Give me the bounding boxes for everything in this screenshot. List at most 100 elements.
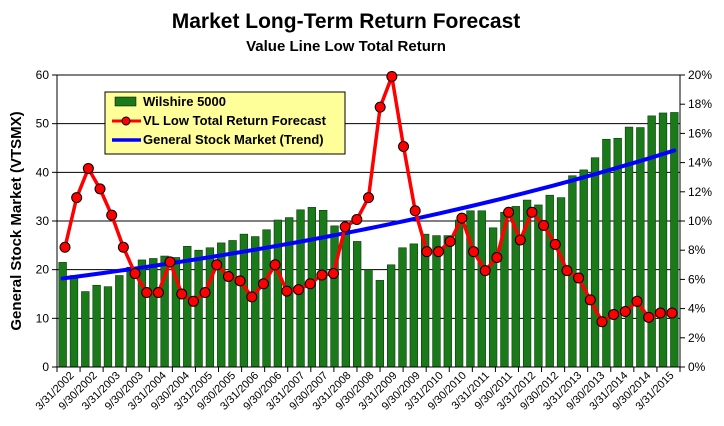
vl-forecast-point — [234, 275, 246, 287]
bar — [273, 219, 283, 368]
vl-forecast-point — [596, 316, 608, 328]
vl-forecast-point — [141, 287, 153, 299]
bar — [228, 240, 237, 368]
right-tick-label: 18% — [688, 97, 712, 111]
bar — [590, 157, 600, 368]
left-tick-label: 0 — [42, 360, 49, 374]
vl-forecast-point — [164, 256, 176, 268]
bar — [330, 225, 339, 368]
bar — [183, 246, 192, 368]
bar — [613, 137, 622, 368]
vl-forecast-point — [421, 246, 433, 258]
bar — [341, 229, 350, 368]
bar — [149, 258, 158, 368]
vl-forecast-point — [327, 268, 339, 280]
vl-forecast-point — [491, 252, 503, 263]
legend: Wilshire 5000 VL Low Total Return Foreca… — [104, 91, 346, 155]
trend-line-series — [60, 148, 677, 281]
vl-forecast-point — [257, 278, 269, 290]
left-tick-label: 50 — [36, 117, 50, 131]
bar — [556, 197, 566, 368]
vl-forecast-point — [152, 287, 164, 299]
vl-forecast-series — [59, 70, 678, 328]
left-tick-label: 40 — [36, 165, 50, 179]
vl-forecast-point — [106, 209, 118, 221]
right-tick-label: 2% — [688, 331, 706, 345]
bar — [115, 275, 124, 368]
bar — [545, 194, 554, 368]
vl-forecast-point — [503, 206, 515, 218]
vl-forecast-point — [654, 307, 666, 319]
bar — [103, 286, 113, 368]
right-tick-label: 12% — [688, 185, 712, 199]
vl-forecast-point — [619, 306, 631, 318]
chart-subtitle: Value Line Low Total Return — [246, 38, 446, 55]
bar — [647, 115, 656, 368]
vl-forecast-point — [187, 295, 199, 307]
vl-forecast-point — [304, 278, 316, 290]
bar — [319, 209, 328, 368]
vl-forecast-point — [386, 70, 398, 82]
right-tick-label: 14% — [688, 156, 712, 170]
vl-forecast-point — [129, 268, 141, 280]
vl-forecast-point — [281, 285, 293, 297]
bar — [81, 291, 90, 368]
vl-forecast-point — [584, 294, 596, 306]
vl-forecast-point — [608, 308, 620, 320]
vl-forecast-point — [526, 206, 538, 218]
legend-label-vl: VL Low Total Return Forecast — [143, 113, 327, 128]
bar — [409, 243, 418, 368]
vl-forecast-point — [246, 291, 258, 303]
vl-forecast-point — [59, 241, 71, 253]
right-tick-label: 10% — [688, 214, 712, 228]
vl-forecast-point — [222, 270, 234, 282]
right-tick-label: 20% — [688, 68, 712, 82]
vl-forecast-point — [479, 265, 491, 277]
left-tick-label: 20 — [36, 263, 50, 277]
right-axis-ticks: 0% 2% 4% 6% 8% 10% 12% 14% 16% 18% 20% — [680, 68, 712, 374]
vl-forecast-point — [176, 288, 188, 300]
vl-forecast-point — [456, 212, 468, 224]
bar — [262, 229, 271, 368]
vl-forecast-point — [199, 287, 211, 299]
vl-forecast-point — [444, 235, 456, 247]
bar — [579, 169, 588, 368]
vl-forecast-point — [363, 192, 374, 204]
chart-title: Market Long-Term Return Forecast — [172, 10, 521, 33]
right-tick-label: 6% — [688, 272, 706, 286]
left-tick-label: 10 — [36, 311, 50, 325]
bar — [386, 264, 396, 368]
bar — [239, 233, 249, 368]
vl-forecast-point — [71, 192, 83, 204]
right-tick-label: 0% — [688, 360, 706, 374]
vl-forecast-point — [666, 307, 678, 319]
trend-line — [60, 148, 677, 281]
legend-label-wilshire: Wilshire 5000 — [143, 94, 226, 109]
left-tick-label: 30 — [36, 214, 50, 228]
vl-forecast-point — [351, 214, 363, 226]
y-axis-label: General Stock Market (VTSMX) — [8, 111, 25, 330]
bar — [488, 227, 498, 368]
bar — [92, 284, 101, 368]
vl-forecast-point — [631, 295, 643, 307]
vl-forecast-point — [573, 272, 585, 284]
vl-forecast-point — [374, 101, 386, 113]
bar — [364, 269, 373, 368]
vl-forecast-point — [643, 311, 655, 323]
vl-forecast-point — [117, 241, 129, 253]
vl-forecast-point — [316, 269, 328, 281]
bar — [126, 266, 135, 368]
bar — [454, 219, 464, 368]
legend-label-trend: General Stock Market (Trend) — [143, 132, 324, 147]
vl-forecast-point — [409, 205, 421, 217]
right-tick-label: 4% — [688, 302, 706, 316]
left-axis-ticks: 0 10 20 30 40 50 60 — [36, 68, 57, 374]
vl-forecast-point — [468, 246, 480, 258]
bar — [443, 235, 452, 368]
legend-marker-vl — [121, 116, 131, 126]
right-tick-label: 8% — [688, 243, 706, 257]
vl-forecast-point — [339, 221, 351, 233]
left-tick-label: 60 — [36, 68, 50, 82]
right-tick-label: 16% — [688, 126, 712, 140]
